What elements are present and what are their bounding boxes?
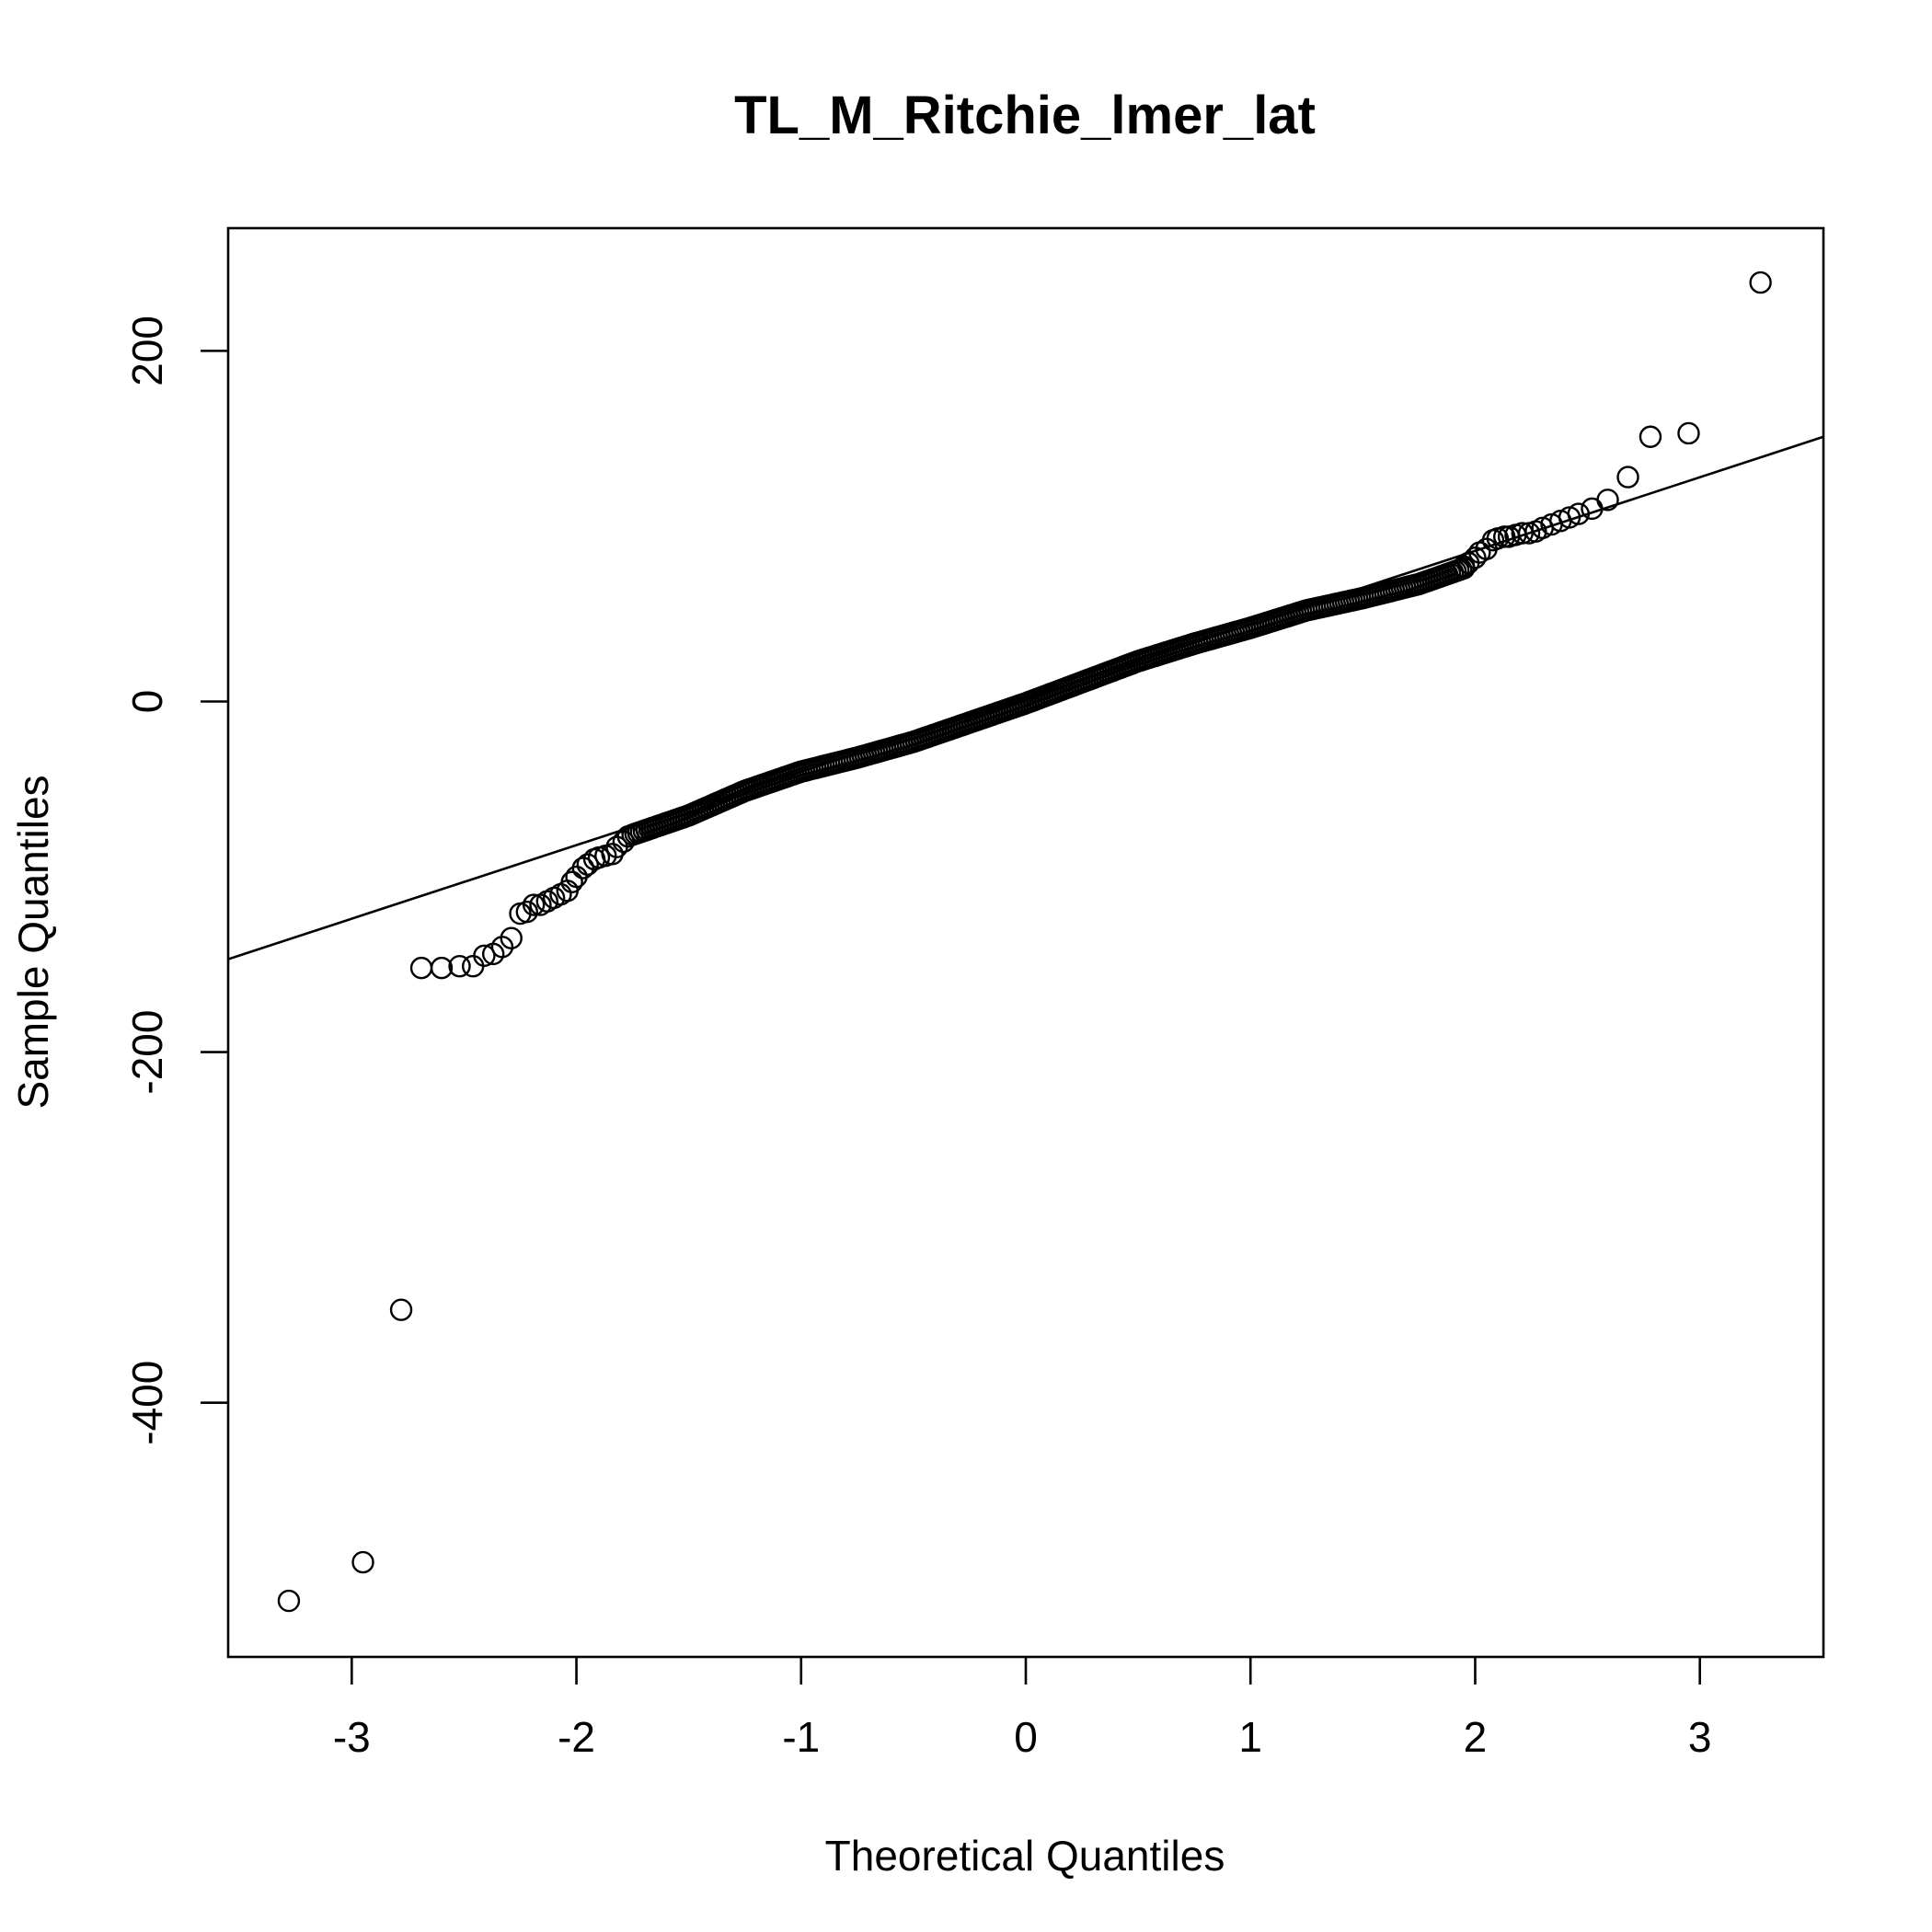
data-point xyxy=(473,944,496,967)
data-point xyxy=(515,900,539,924)
x-axis-label: Theoretical Quantiles xyxy=(825,1832,1225,1880)
y-tick-label: 0 xyxy=(123,690,171,714)
data-point xyxy=(1464,546,1487,569)
y-tick-label: -400 xyxy=(123,1361,171,1445)
data-point xyxy=(616,825,639,848)
data-point xyxy=(560,870,583,893)
data-point xyxy=(522,893,546,916)
y-axis-ticks: 200 0 -200 -400 xyxy=(123,316,228,1445)
x-tick-label: -1 xyxy=(782,1713,820,1761)
chart-title: TL_M_Ritchie_lmer_lat xyxy=(734,86,1316,145)
data-points xyxy=(277,270,1772,1613)
data-point xyxy=(1511,522,1534,545)
data-point xyxy=(430,956,454,980)
x-tick-label: 3 xyxy=(1688,1713,1712,1761)
data-point xyxy=(571,857,595,880)
x-tick-label: 0 xyxy=(1014,1713,1038,1761)
data-point xyxy=(500,926,523,949)
data-point xyxy=(351,1550,374,1574)
data-point xyxy=(1596,489,1619,512)
data-point xyxy=(1453,555,1476,578)
x-tick-label: -3 xyxy=(333,1713,371,1761)
x-tick-label: 2 xyxy=(1464,1713,1488,1761)
data-point xyxy=(1639,425,1662,448)
data-point xyxy=(601,843,624,866)
data-point xyxy=(576,853,599,876)
data-point xyxy=(389,1298,413,1321)
y-tick-label: -200 xyxy=(123,1010,171,1095)
y-axis-label: Sample Quantiles xyxy=(9,775,57,1109)
x-tick-label: -2 xyxy=(558,1713,595,1761)
data-point xyxy=(277,1589,301,1613)
data-point xyxy=(1677,421,1700,445)
x-axis-ticks: -3 -2 -1 0 1 2 3 xyxy=(333,1657,1712,1761)
data-point xyxy=(1616,466,1639,489)
data-point xyxy=(1749,270,1772,294)
plot-frame xyxy=(226,226,1825,1659)
x-tick-label: 1 xyxy=(1238,1713,1262,1761)
data-point xyxy=(612,830,636,854)
y-tick-label: 200 xyxy=(123,316,171,386)
data-point xyxy=(448,955,471,978)
data-point xyxy=(1567,502,1590,525)
